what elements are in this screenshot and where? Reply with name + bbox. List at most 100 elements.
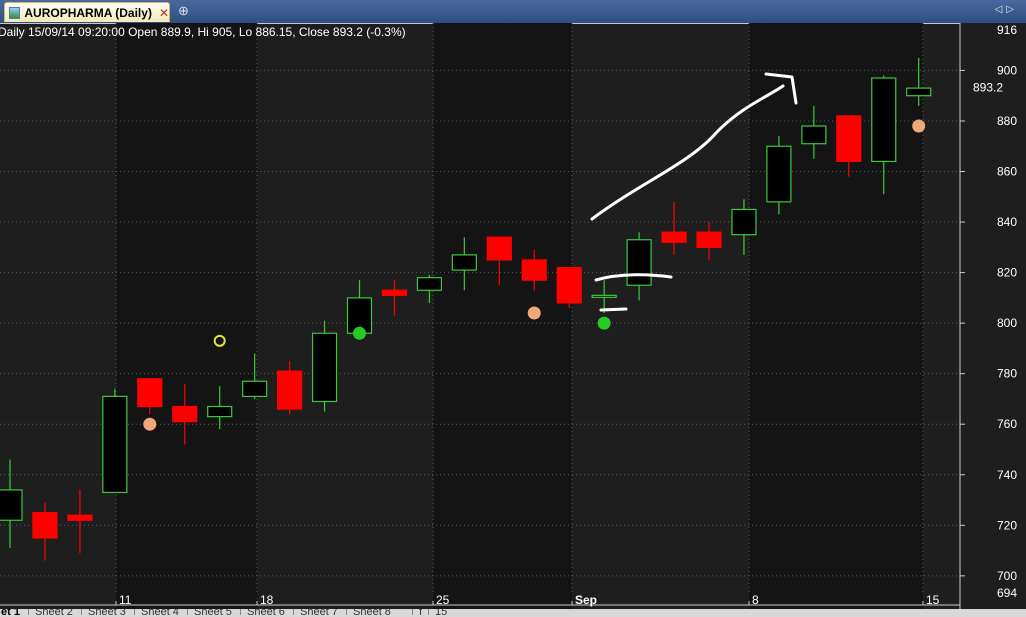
candle-body (207, 405, 233, 418)
price-axis-top-label: 916 (997, 23, 1017, 37)
title-tab-bar: AUROPHARMA (Daily) ✕ ⊕ ◁▷ (0, 0, 1026, 24)
sheet-tab[interactable]: et 1 (0, 609, 26, 617)
candle-body (451, 254, 477, 271)
candle-body (311, 332, 338, 403)
grid-lines (0, 23, 960, 595)
resistance-mark-upper (594, 273, 673, 282)
uptrend-arrow-head (764, 72, 798, 105)
price-tick-label: 880 (997, 114, 1017, 128)
candle-body (67, 514, 93, 521)
candle-body (626, 239, 652, 286)
sheet-tab[interactable]: Sheet 4 (134, 609, 185, 617)
candle-down (696, 222, 722, 260)
date-axis: 11 18 25 Sep 8 15 (0, 593, 960, 607)
price-tick-label: 760 (997, 417, 1017, 431)
tab-nav-arrows[interactable]: ◁▷ (995, 4, 1018, 15)
candle-body (766, 145, 792, 203)
price-axis-background (960, 23, 1026, 609)
price-axis-bottom-label: 694 (997, 586, 1017, 600)
candle-body (242, 380, 268, 398)
candle-up (346, 280, 373, 334)
date-tick-label: 8 (752, 593, 759, 607)
signal-dot (143, 417, 157, 431)
candlestick-chart[interactable]: 700 720 740 760 780 800 820 840 860 880 900 916 694 8… (0, 23, 1026, 609)
sheet-nav-button[interactable]: f (412, 609, 428, 617)
close-icon[interactable]: ✕ (158, 5, 169, 20)
period-band (749, 23, 923, 609)
date-tick-label: Sep (575, 593, 597, 607)
price-axis: 700 720 740 760 780 800 820 840 860 880 900 916 694 8… (959, 23, 1026, 609)
sheet-tab[interactable]: Sheet 2 (28, 609, 79, 617)
candle-body (661, 231, 687, 243)
tab-title: AUROPHARMA (Daily) (24, 5, 152, 20)
sheet-tab[interactable]: Sheet 6 (240, 609, 291, 617)
candles (0, 57, 932, 561)
price-tick-label: 860 (997, 165, 1017, 179)
hand-drawn-annotations (590, 72, 798, 312)
candle-up (766, 136, 792, 215)
candle-body (521, 259, 547, 281)
support-mark-lower (599, 307, 628, 312)
candle-body (416, 277, 442, 291)
price-tick-label: 780 (997, 367, 1017, 381)
period-band (433, 23, 572, 609)
nav-right-icon[interactable]: ▷ (1006, 4, 1018, 15)
candle-body (801, 125, 827, 145)
candle-up (242, 353, 268, 399)
candle-up (591, 280, 617, 314)
nav-left-icon[interactable]: ◁ (994, 4, 1007, 15)
candle-down (277, 361, 303, 415)
candle-up (626, 232, 652, 301)
signals (143, 119, 926, 431)
signal-dot (912, 119, 926, 133)
chart-app-icon (9, 6, 21, 19)
signal-dot (527, 306, 541, 320)
price-tick-label: 900 (997, 63, 1017, 77)
sell-signal-marker (527, 306, 541, 320)
candle-down (521, 249, 547, 291)
chart-tab[interactable]: AUROPHARMA (Daily) ✕ (4, 2, 170, 22)
candle-body (696, 231, 722, 248)
sheet-tab[interactable]: Sheet 3 (81, 609, 132, 617)
candle-body (731, 208, 757, 236)
candle-down (67, 489, 93, 554)
date-tick-label: 15 (926, 593, 940, 607)
candle-up (731, 199, 757, 255)
last-price-label: 893.2 (973, 81, 1003, 95)
candle-down (32, 502, 58, 561)
pin-icon[interactable]: ⊕ (178, 3, 189, 18)
candle-up (906, 57, 932, 106)
uptrend-arrow-line (590, 84, 785, 221)
price-tick-label: 700 (997, 569, 1017, 583)
sheet-nav-button[interactable]: 15 (428, 609, 453, 617)
chart-area[interactable]: 700 720 740 760 780 800 820 840 860 880 900 916 694 8… (0, 23, 1026, 609)
candle-body (32, 512, 58, 539)
candle-body (906, 87, 932, 97)
candle-up (207, 386, 233, 430)
candle-body (871, 77, 897, 163)
candle-body (556, 266, 582, 304)
candle-down (172, 383, 198, 445)
buy-signal-marker (353, 326, 366, 340)
signal-dot (353, 326, 366, 340)
candle-up (102, 388, 128, 494)
price-tick-label: 720 (997, 518, 1017, 532)
candle-body (381, 289, 408, 296)
price-tick-label: 840 (997, 215, 1017, 229)
signal-dot (597, 316, 611, 330)
candle-up (871, 75, 897, 195)
candle-up (311, 320, 338, 412)
candle-body (137, 378, 163, 408)
ring-marker (213, 334, 226, 347)
candle-down (486, 236, 512, 286)
candle-down (836, 115, 862, 177)
candle-body (172, 405, 198, 423)
sheet-tab[interactable]: Sheet 8 (346, 609, 397, 617)
candle-body (102, 395, 128, 494)
sheet-tab[interactable]: Sheet 5 (187, 609, 238, 617)
candle-body (0, 489, 23, 521)
period-band (116, 23, 257, 609)
sheet-tab[interactable]: Sheet 7 (293, 609, 344, 617)
candle-down (137, 378, 163, 415)
